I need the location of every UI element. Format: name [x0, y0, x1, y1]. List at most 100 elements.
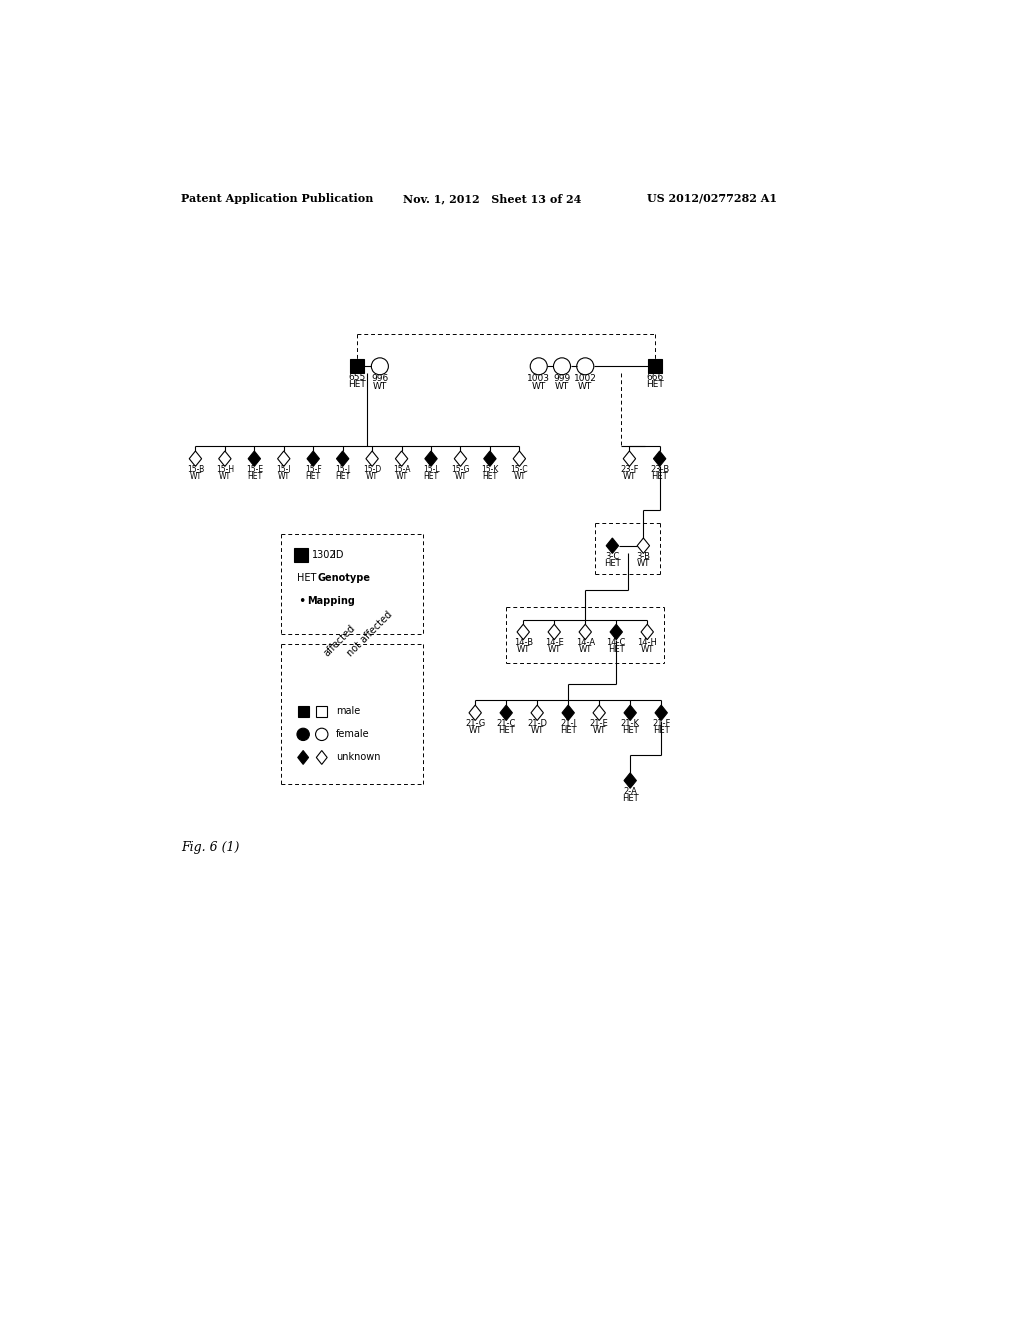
- Text: 15-G: 15-G: [452, 465, 470, 474]
- Polygon shape: [189, 451, 202, 466]
- Text: 1302: 1302: [312, 550, 337, 560]
- Text: affected: affected: [322, 623, 357, 659]
- Polygon shape: [624, 705, 636, 721]
- Polygon shape: [298, 751, 308, 764]
- Polygon shape: [469, 705, 481, 721]
- Text: 15-E: 15-E: [246, 465, 263, 474]
- Polygon shape: [307, 451, 319, 466]
- Text: WT: WT: [517, 645, 529, 655]
- Text: HET: HET: [646, 380, 664, 389]
- Text: 15-C: 15-C: [511, 465, 528, 474]
- Text: 15-B: 15-B: [186, 465, 204, 474]
- Polygon shape: [655, 705, 668, 721]
- Text: 15-A: 15-A: [393, 465, 411, 474]
- Text: 15-I: 15-I: [276, 465, 291, 474]
- Circle shape: [577, 358, 594, 375]
- Text: WT: WT: [366, 473, 378, 480]
- Text: HET: HET: [482, 473, 498, 480]
- Text: WT: WT: [555, 381, 569, 391]
- Text: WT: WT: [641, 645, 654, 655]
- Polygon shape: [500, 705, 512, 721]
- Text: 3-B: 3-B: [636, 552, 650, 561]
- Text: 1002: 1002: [573, 374, 597, 383]
- Text: 15-J: 15-J: [335, 465, 350, 474]
- Text: 14-C: 14-C: [606, 639, 626, 647]
- Text: HET: HET: [651, 473, 668, 480]
- Circle shape: [372, 358, 388, 375]
- Polygon shape: [513, 451, 525, 466]
- Text: WT: WT: [513, 473, 525, 480]
- Text: HET: HET: [335, 473, 350, 480]
- Text: 21-G: 21-G: [465, 719, 485, 729]
- Text: Mapping: Mapping: [307, 597, 355, 606]
- Text: US 2012/0277282 A1: US 2012/0277282 A1: [647, 193, 777, 205]
- Text: unknown: unknown: [336, 752, 380, 763]
- Polygon shape: [637, 539, 649, 553]
- Circle shape: [297, 729, 309, 741]
- Text: HET: HET: [622, 726, 639, 735]
- Text: WT: WT: [548, 645, 561, 655]
- Text: WT: WT: [530, 726, 544, 735]
- Text: Nov. 1, 2012   Sheet 13 of 24: Nov. 1, 2012 Sheet 13 of 24: [403, 193, 582, 205]
- Text: Patent Application Publication: Patent Application Publication: [180, 193, 373, 205]
- Text: WT: WT: [623, 473, 636, 480]
- Polygon shape: [395, 451, 408, 466]
- Bar: [349, 359, 364, 374]
- Text: WT: WT: [579, 381, 592, 391]
- Text: 14-B: 14-B: [514, 639, 532, 647]
- Text: WT: WT: [469, 726, 482, 735]
- Polygon shape: [641, 624, 653, 640]
- Polygon shape: [579, 624, 592, 640]
- Bar: [298, 706, 308, 717]
- Circle shape: [554, 358, 570, 375]
- Text: 1003: 1003: [527, 374, 550, 383]
- Text: 21-K: 21-K: [621, 719, 640, 729]
- Text: 21-E: 21-E: [590, 719, 608, 729]
- Text: 996: 996: [372, 374, 388, 383]
- Text: HET: HET: [305, 473, 321, 480]
- Text: 15-F: 15-F: [305, 465, 322, 474]
- Text: 23-B: 23-B: [650, 465, 670, 474]
- Text: female: female: [336, 730, 370, 739]
- Polygon shape: [593, 705, 605, 721]
- Text: 21-D: 21-D: [527, 719, 547, 729]
- Text: WT: WT: [219, 473, 231, 480]
- Text: 15-K: 15-K: [481, 465, 499, 474]
- Text: WT: WT: [579, 645, 592, 655]
- Text: WT: WT: [455, 473, 467, 480]
- Bar: [316, 706, 328, 717]
- Polygon shape: [610, 624, 623, 640]
- Polygon shape: [366, 451, 378, 466]
- Text: WT: WT: [395, 473, 408, 480]
- Text: HET: HET: [498, 726, 514, 735]
- Text: 21-F: 21-F: [652, 719, 671, 729]
- Text: male: male: [336, 706, 360, 717]
- Text: 21-C: 21-C: [497, 719, 516, 729]
- Text: 14-A: 14-A: [575, 639, 595, 647]
- Polygon shape: [531, 705, 544, 721]
- Text: Genotype: Genotype: [317, 573, 371, 583]
- Polygon shape: [624, 774, 636, 788]
- Text: WT: WT: [189, 473, 202, 480]
- Text: HET: HET: [622, 793, 639, 803]
- Text: 3-C: 3-C: [605, 552, 620, 561]
- Text: 2-A: 2-A: [624, 787, 637, 796]
- Polygon shape: [483, 451, 496, 466]
- Text: HET: HET: [560, 726, 577, 735]
- Text: WT: WT: [531, 381, 546, 391]
- Text: WT: WT: [278, 473, 290, 480]
- Polygon shape: [548, 624, 560, 640]
- Text: 15-L: 15-L: [423, 465, 439, 474]
- Polygon shape: [219, 451, 231, 466]
- Text: 15-H: 15-H: [216, 465, 233, 474]
- Text: WT: WT: [637, 558, 650, 568]
- Polygon shape: [337, 451, 349, 466]
- Text: HET: HET: [297, 573, 316, 583]
- Polygon shape: [606, 539, 618, 553]
- Text: 999: 999: [553, 374, 570, 383]
- Text: 14-H: 14-H: [637, 639, 657, 647]
- Text: WT: WT: [373, 381, 387, 391]
- Polygon shape: [653, 451, 666, 466]
- Text: ID: ID: [334, 550, 344, 560]
- Polygon shape: [425, 451, 437, 466]
